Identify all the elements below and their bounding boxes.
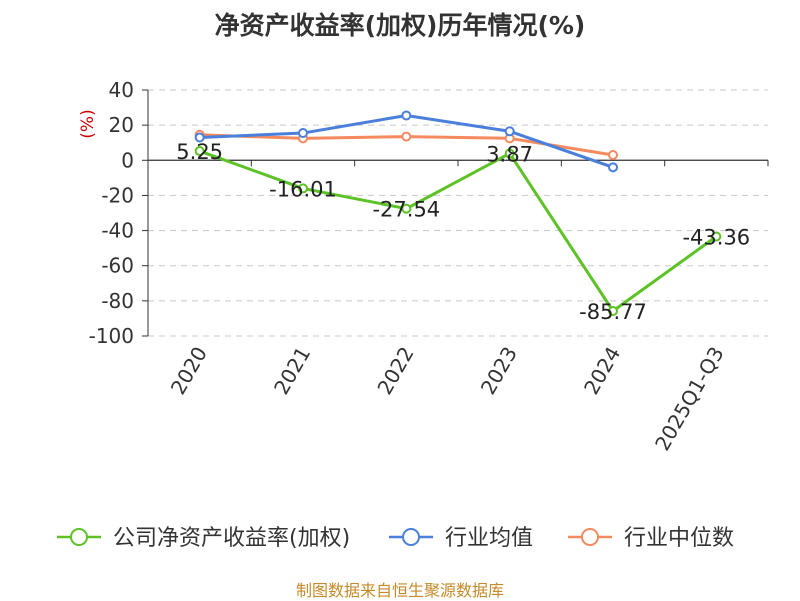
legend-label: 行业均值 [445,526,533,551]
y-tick-label: -20 [101,183,134,207]
data-point [504,148,515,159]
data-point [194,132,205,143]
y-tick-label: -80 [101,289,134,313]
data-point [401,203,412,214]
x-tick-label: 2020 [166,343,212,399]
x-tick-label: 2022 [372,343,418,399]
y-tick-label: -100 [89,324,134,348]
source-note: 制图数据来自恒生聚源数据库 [295,581,504,600]
data-label: -27.54 [372,198,440,222]
data-label: 5.25 [176,140,223,164]
data-point [608,150,618,161]
grid-lines [148,89,768,337]
data-point [608,305,618,316]
data-labels: 5.25 -16.01 -27.54 3.87 -85.77 -43.36 [176,140,750,324]
data-point [711,231,722,242]
data-label: -16.01 [269,177,337,201]
legend-marker [70,528,88,546]
y-tick-label: 20 [109,113,134,137]
legend-marker [402,528,420,546]
y-tick-label: -40 [101,219,134,243]
series-lines [194,110,722,316]
data-label: 3.87 [486,142,533,166]
y-tick-label: 0 [121,148,134,172]
data-label: -43.36 [682,225,750,249]
data-point [401,110,412,121]
y-axis-unit-label: (%) [78,109,98,138]
legend-label: 公司净资产收益率(加权) [113,526,350,551]
data-point [298,183,308,194]
x-tick-label: 2021 [269,343,315,399]
axes: 40 20 0 -20 -40 -60 -80 -100 2020 2021 2022 2023 202… [89,78,769,455]
x-tick-label: 2023 [476,343,522,399]
x-tick-label: 2025Q1-Q3 [650,343,729,455]
series-line [199,149,718,313]
y-tick-label: 40 [109,78,134,102]
x-tick-label: 2024 [579,343,625,399]
data-point [298,128,308,139]
legend-label: 行业中位数 [624,526,734,551]
y-tick-label: -60 [101,254,134,278]
legend-marker [581,528,599,546]
data-point [504,126,515,137]
legend: 公司净资产收益率(加权) 行业均值 行业中位数 [57,526,734,551]
chart-title: 净资产收益率(加权)历年情况(%) [214,11,586,40]
data-point [401,131,412,142]
data-point [608,162,618,173]
data-label: -85.77 [579,300,647,324]
data-point [194,146,205,157]
